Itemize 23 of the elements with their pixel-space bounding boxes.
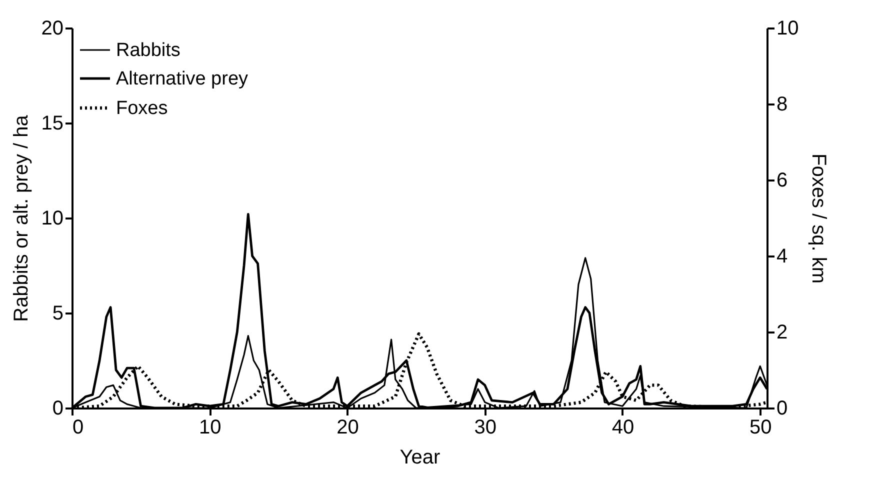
x-tick-label: 40: [612, 416, 634, 438]
x-tick-label: 50: [749, 416, 772, 438]
y2-tick-label: 2: [776, 322, 788, 344]
y2-tick-label: 10: [776, 18, 799, 40]
y2-tick-label: 0: [776, 398, 788, 420]
x-axis-title: Year: [400, 446, 441, 468]
y2-tick-label: 4: [776, 246, 788, 268]
y-axis-title: Rabbits or alt. prey / ha: [10, 114, 32, 322]
y-tick-label: 15: [41, 112, 64, 134]
legend-label: Alternative prey: [116, 68, 249, 90]
y-tick-label: 0: [52, 398, 64, 420]
y2-tick-label: 8: [776, 94, 788, 116]
x-tick-label: 30: [474, 416, 496, 438]
y-tick-label: 10: [41, 208, 64, 230]
y2-tick-label: 6: [776, 170, 788, 192]
y-tick-label: 5: [52, 302, 64, 324]
legend-label: Foxes: [116, 98, 168, 119]
x-tick-label: 10: [199, 416, 222, 438]
y2-axis-title: Foxes / sq. km: [808, 153, 830, 284]
x-tick-label: 20: [336, 416, 359, 438]
y-tick-label: 20: [41, 18, 64, 40]
legend-label: Rabbits: [116, 40, 180, 61]
x-tick-label: 0: [72, 416, 84, 438]
